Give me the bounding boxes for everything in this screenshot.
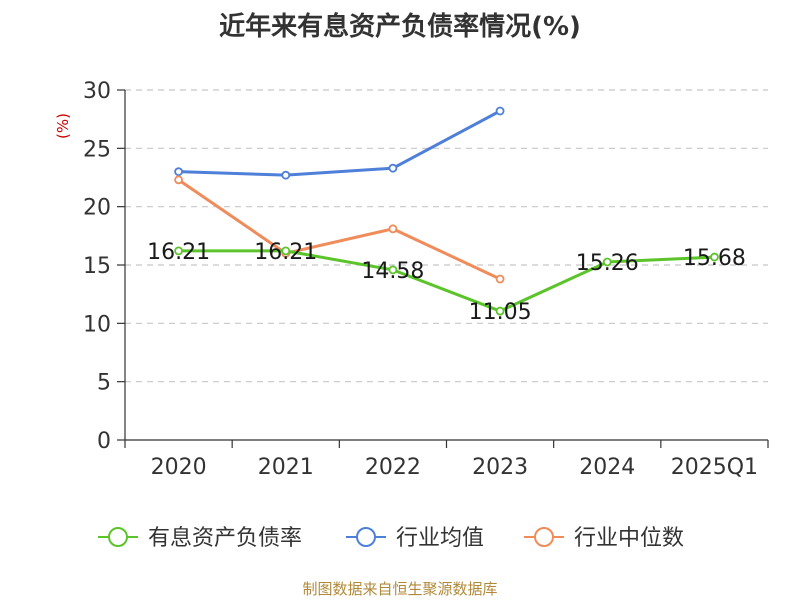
y-tick-label: 25	[83, 137, 111, 162]
y-tick-label: 30	[83, 79, 111, 104]
y-tick-label: 0	[97, 429, 111, 454]
data-point	[174, 167, 183, 177]
data-label: 16.21	[254, 240, 317, 265]
y-tick-label: 20	[83, 196, 111, 221]
legend: 有息资产负债率 行业均值 行业中位数	[98, 526, 684, 551]
y-tick-label: 5	[97, 371, 111, 396]
legend-marker	[108, 527, 128, 547]
source-note: 制图数据来自恒生聚源数据库	[302, 580, 498, 598]
series-line	[177, 178, 501, 281]
x-tick-label: 2025Q1	[671, 455, 758, 480]
legend-label: 行业中位数	[574, 526, 684, 551]
data-label: 14.58	[361, 259, 424, 284]
data-point	[281, 246, 291, 256]
series-layer	[174, 106, 719, 316]
data-point	[174, 175, 183, 185]
data-point	[710, 252, 719, 262]
data-point	[388, 163, 398, 173]
y-axis-unit-label: (%)	[54, 113, 72, 139]
x-tick-label: 2024	[579, 455, 635, 480]
data-label: 16.21	[147, 240, 210, 265]
x-tick-label: 2021	[258, 455, 314, 480]
chart-title: 近年来有息资产负债率情况(%)	[219, 12, 581, 42]
data-label: 15.26	[576, 251, 639, 276]
data-label: 15.68	[683, 246, 746, 271]
axis-layer: 0 5 10 15 20 25 30 2020 2021 2022 2023 2024 2025Q1	[83, 79, 769, 480]
data-point	[495, 106, 505, 116]
data-point	[281, 170, 291, 180]
data-point	[495, 306, 505, 316]
data-label: 11.05	[469, 300, 532, 325]
legend-label: 行业均值	[396, 526, 484, 551]
data-point	[495, 274, 505, 284]
x-tick-label: 2020	[151, 455, 207, 480]
data-point	[388, 265, 398, 275]
data-point	[388, 224, 398, 234]
x-tick-label: 2022	[365, 455, 421, 480]
data-point	[602, 257, 612, 267]
legend-marker	[534, 527, 554, 547]
y-tick-label: 15	[83, 254, 111, 279]
data-point	[174, 246, 183, 256]
x-tick-label: 2023	[472, 455, 528, 480]
grid-layer	[125, 89, 768, 383]
data-label-layer: 16.21 16.21 14.58 11.05 15.26 15.68	[147, 240, 746, 325]
y-tick-label: 10	[83, 312, 111, 337]
series-line	[178, 109, 501, 177]
legend-label: 有息资产负债率	[148, 526, 302, 551]
legend-marker	[356, 527, 376, 547]
series-line	[178, 249, 715, 313]
